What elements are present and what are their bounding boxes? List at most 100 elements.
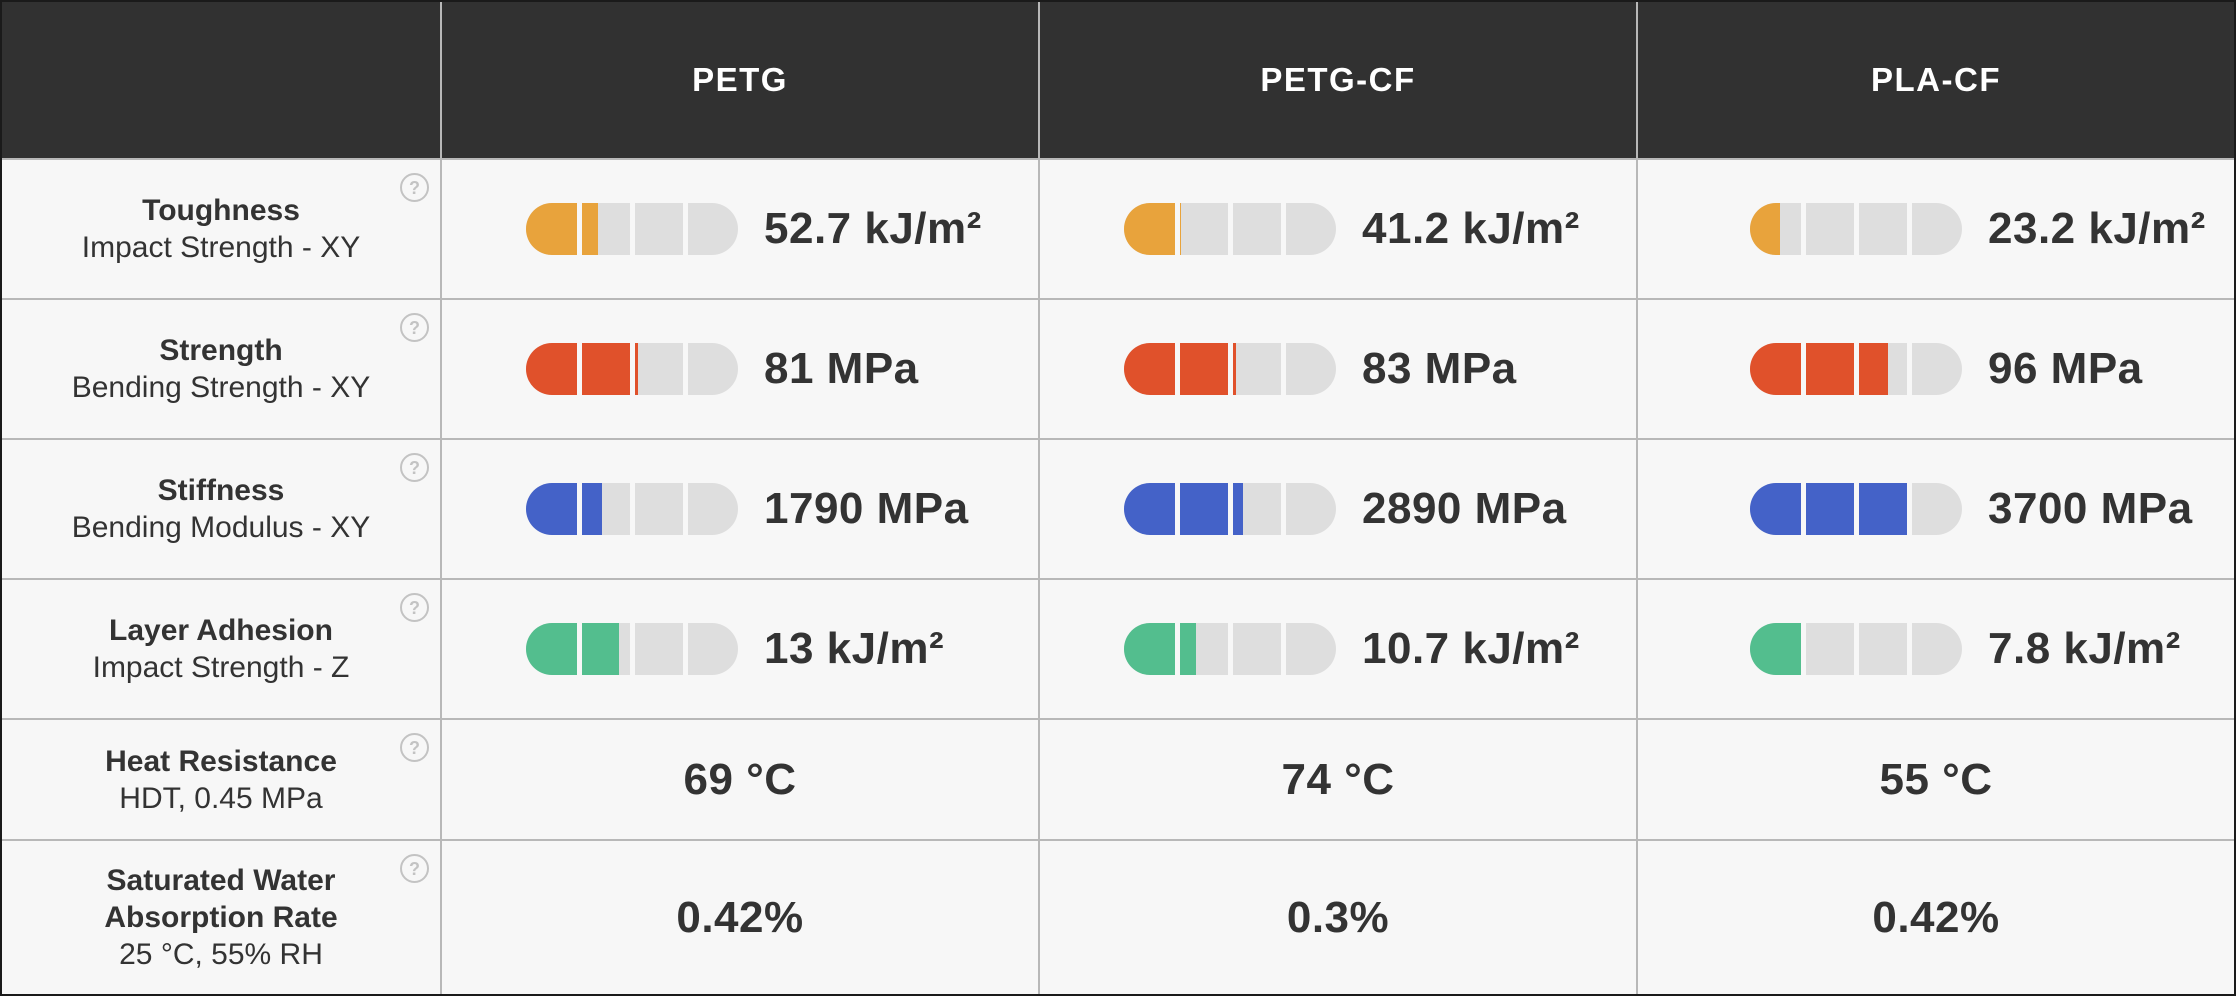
saturated-water-absorption-rate-petg-cf-cell: 0.3% bbox=[1040, 841, 1636, 994]
row-label-toughness: ? Toughness Impact Strength - XY bbox=[2, 160, 440, 298]
gauge-pill bbox=[526, 203, 738, 255]
gauge-segment-divider bbox=[1174, 203, 1180, 255]
heat-resistance-pla-cf-cell: 55 °C bbox=[1638, 720, 2234, 839]
metric-measure: Impact Strength - Z bbox=[92, 651, 350, 684]
metric-measure: Bending Strength - XY bbox=[71, 371, 371, 404]
gauge-segment-divider bbox=[1800, 343, 1806, 395]
gauge-segment-divider bbox=[576, 203, 582, 255]
help-icon[interactable]: ? bbox=[400, 733, 429, 762]
heat-resistance-petg-cell: 69 °C bbox=[442, 720, 1038, 839]
column-title: PLA-CF bbox=[1871, 61, 2001, 98]
gauge-fill bbox=[1750, 343, 1888, 395]
gauge-pill bbox=[1124, 483, 1336, 535]
row-label-layer-adhesion: ? Layer Adhesion Impact Strength - Z bbox=[2, 580, 440, 718]
gauge-segment-divider bbox=[1280, 203, 1286, 255]
gauge-pill bbox=[1750, 203, 1962, 255]
gauge-fill bbox=[1124, 623, 1197, 675]
metric-name: Saturated Water Absorption Rate bbox=[104, 864, 338, 934]
gauge-fill bbox=[1750, 623, 1806, 675]
metric-name: Strength bbox=[159, 334, 283, 367]
toughness-petg-cf-cell: 41.2 kJ/m² bbox=[1040, 160, 1636, 298]
value-text: 83 MPa bbox=[1362, 344, 1517, 393]
header-column-pla-cf: PLA-CF bbox=[1638, 2, 2234, 158]
metric-name: Stiffness bbox=[157, 474, 285, 507]
gauge-fill bbox=[1124, 203, 1182, 255]
gauge-segment-divider bbox=[1227, 623, 1233, 675]
help-icon[interactable]: ? bbox=[400, 453, 429, 482]
saturated-water-absorption-rate-petg-cell: 0.42% bbox=[442, 841, 1038, 994]
gauge-pill bbox=[526, 343, 738, 395]
gauge-segment-divider bbox=[576, 483, 582, 535]
gauge-segment-divider bbox=[1174, 343, 1180, 395]
toughness-petg-cell: 52.7 kJ/m² bbox=[442, 160, 1038, 298]
gauge-pill bbox=[526, 483, 738, 535]
row-label-stiffness: ? Stiffness Bending Modulus - XY bbox=[2, 440, 440, 578]
gauge-pill bbox=[1750, 343, 1962, 395]
gauge-fill bbox=[1124, 343, 1237, 395]
gauge-segment-divider bbox=[1906, 483, 1912, 535]
strength-pla-cf-cell: 96 MPa bbox=[1638, 300, 2234, 438]
stiffness-petg-cf-cell: 2890 MPa bbox=[1040, 440, 1636, 578]
gauge-segment-divider bbox=[1227, 343, 1233, 395]
column-title: PETG-CF bbox=[1260, 61, 1416, 98]
gauge-segment-divider bbox=[576, 623, 582, 675]
gauge-fill bbox=[526, 483, 603, 535]
help-icon[interactable]: ? bbox=[400, 313, 429, 342]
gauge-segment-divider bbox=[1853, 203, 1859, 255]
gauge-segment-divider bbox=[1853, 343, 1859, 395]
gauge-pill bbox=[1750, 483, 1962, 535]
toughness-pla-cf-cell: 23.2 kJ/m² bbox=[1638, 160, 2234, 298]
gauge-segment-divider bbox=[1906, 343, 1912, 395]
header-column-petg: PETG bbox=[442, 2, 1038, 158]
gauge-segment-divider bbox=[682, 203, 688, 255]
layer-adhesion-pla-cf-cell: 7.8 kJ/m² bbox=[1638, 580, 2234, 718]
help-icon[interactable]: ? bbox=[400, 593, 429, 622]
gauge-segment-divider bbox=[682, 483, 688, 535]
gauge-segment-divider bbox=[682, 343, 688, 395]
metric-name: Toughness bbox=[142, 194, 300, 227]
value-text: 52.7 kJ/m² bbox=[764, 204, 982, 253]
gauge-segment-divider bbox=[576, 343, 582, 395]
help-icon[interactable]: ? bbox=[400, 854, 429, 883]
gauge-pill bbox=[1124, 623, 1336, 675]
value-text: 13 kJ/m² bbox=[764, 624, 945, 673]
stiffness-pla-cf-cell: 3700 MPa bbox=[1638, 440, 2234, 578]
header-corner-cell bbox=[2, 2, 440, 158]
gauge-segment-divider bbox=[1853, 623, 1859, 675]
value-text: 1790 MPa bbox=[764, 484, 969, 533]
gauge-fill bbox=[1750, 203, 1780, 255]
heat-resistance-petg-cf-cell: 74 °C bbox=[1040, 720, 1636, 839]
gauge-fill bbox=[1124, 483, 1243, 535]
value-text: 7.8 kJ/m² bbox=[1988, 624, 2181, 673]
value-text: 74 °C bbox=[1281, 754, 1395, 804]
gauge-segment-divider bbox=[1800, 483, 1806, 535]
metric-name: Layer Adhesion bbox=[109, 614, 333, 647]
value-text: 23.2 kJ/m² bbox=[1988, 204, 2206, 253]
gauge-pill bbox=[1124, 203, 1336, 255]
saturated-water-absorption-rate-pla-cf-cell: 0.42% bbox=[1638, 841, 2234, 994]
gauge-segment-divider bbox=[1174, 623, 1180, 675]
stiffness-petg-cell: 1790 MPa bbox=[442, 440, 1038, 578]
metric-measure: HDT, 0.45 MPa bbox=[119, 781, 323, 815]
gauge-segment-divider bbox=[1906, 623, 1912, 675]
gauge-fill bbox=[526, 343, 639, 395]
value-text: 0.42% bbox=[1872, 892, 2000, 942]
help-icon[interactable]: ? bbox=[400, 173, 429, 202]
row-label-saturated-water-absorption-rate: ? Saturated Water Absorption Rate 25 °C, 5… bbox=[2, 841, 440, 994]
gauge-segment-divider bbox=[682, 623, 688, 675]
value-text: 0.3% bbox=[1286, 892, 1390, 942]
value-text: 55 °C bbox=[1879, 754, 1993, 804]
gauge-pill bbox=[1124, 343, 1336, 395]
metric-measure: 25 °C, 55% RH bbox=[119, 938, 323, 971]
gauge-segment-divider bbox=[1280, 483, 1286, 535]
metric-measure: Bending Modulus - XY bbox=[71, 511, 371, 544]
metric-measure: Impact Strength - XY bbox=[81, 231, 361, 264]
value-text: 69 °C bbox=[683, 754, 797, 804]
gauge-segment-divider bbox=[629, 623, 635, 675]
gauge-segment-divider bbox=[1906, 203, 1912, 255]
gauge-fill bbox=[526, 623, 620, 675]
value-text: 0.42% bbox=[676, 892, 804, 942]
gauge-segment-divider bbox=[1280, 343, 1286, 395]
layer-adhesion-petg-cf-cell: 10.7 kJ/m² bbox=[1040, 580, 1636, 718]
